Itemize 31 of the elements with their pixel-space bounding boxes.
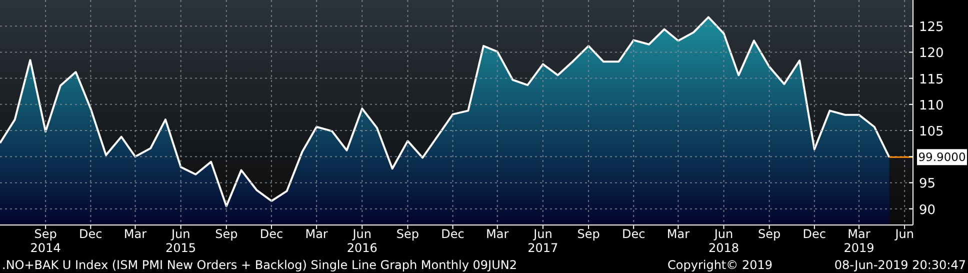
x-tick-label: Dec: [622, 227, 646, 241]
y-tick-label: 115: [919, 72, 944, 88]
x-tick-label: Mar: [305, 227, 328, 241]
x-tick-label: Jun 2018: [708, 227, 740, 255]
x-tick-label: Mar: [666, 227, 690, 241]
x-tick-label: Sep: [577, 227, 600, 241]
x-tick-label: Sep: [215, 227, 238, 241]
y-tick-label: 95: [919, 176, 936, 192]
x-tick-label: Dec: [260, 227, 284, 241]
x-tick-label: Mar: [486, 227, 509, 241]
text: 08-Jun-2019 20:30:47: [834, 258, 966, 272]
x-tick-label: Dec: [79, 227, 102, 241]
y-tick-label: 120: [919, 46, 944, 62]
text: Copyright© 2019: [668, 258, 772, 272]
x-tick-label: Jun 2017: [528, 227, 558, 255]
x-tick-label: Jun: [894, 227, 914, 241]
x-tick-label: Dec: [802, 227, 826, 241]
ref-line-label: 99.9000: [918, 150, 966, 164]
y-tick-label: 105: [919, 124, 944, 140]
x-tick-label: Dec: [441, 227, 464, 241]
x-tick-label: Mar 2019: [844, 227, 874, 255]
x-tick-label: Sep: [758, 227, 781, 241]
x-tick-label: Jun 2016: [346, 227, 378, 255]
x-tick-label: Sep: [396, 227, 420, 241]
y-tick-label: 90: [919, 202, 936, 218]
y-tick-label: 125: [919, 20, 944, 36]
x-tick-label: Mar: [124, 227, 147, 241]
text: .NO+BAK U Index (ISM PMI New Orders + Backlog) Single Line Graph Monthly 09JUN2: [2, 258, 517, 272]
x-tick-label: Jun 2015: [166, 227, 196, 255]
x-tick-label: Sep 2014: [30, 227, 61, 255]
y-tick-label: 110: [919, 98, 944, 114]
